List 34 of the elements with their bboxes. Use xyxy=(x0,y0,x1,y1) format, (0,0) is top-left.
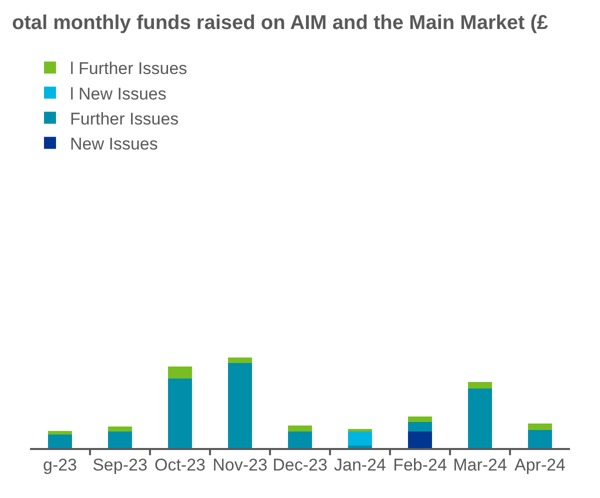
bar xyxy=(468,382,492,388)
bar xyxy=(408,432,432,448)
bar xyxy=(288,432,312,448)
chart-title: otal monthly funds raised on AIM and the Main Market (£ xyxy=(12,12,548,34)
x-tick-label: Mar-24 xyxy=(453,455,507,474)
bar xyxy=(168,366,192,378)
bar xyxy=(48,434,72,448)
x-tick-label: Oct-23 xyxy=(154,455,206,474)
bar xyxy=(108,426,132,432)
x-tick-label: Dec-23 xyxy=(272,455,328,474)
legend-label: New Issues xyxy=(70,134,158,154)
bar xyxy=(528,424,552,430)
legend-label: l New Issues xyxy=(70,84,166,104)
x-tick-label: Feb-24 xyxy=(393,455,447,474)
x-tick-label: Jan-24 xyxy=(334,455,386,474)
bar xyxy=(288,425,312,432)
x-tick-label: g-23 xyxy=(42,455,78,474)
x-tick-label: Nov-23 xyxy=(212,455,268,474)
bar xyxy=(108,432,132,448)
bar xyxy=(348,445,372,448)
bar xyxy=(348,432,372,446)
bar xyxy=(228,358,252,363)
bar xyxy=(48,430,72,434)
bar xyxy=(408,416,432,422)
x-tick-label: Apr-24 xyxy=(514,455,566,474)
bar xyxy=(228,362,252,448)
legend-label: Further Issues xyxy=(70,109,179,128)
bar xyxy=(408,422,432,432)
x-tick-label: Sep-23 xyxy=(92,455,148,474)
bar xyxy=(528,430,552,448)
bar xyxy=(468,388,492,448)
bar xyxy=(168,378,192,448)
bar xyxy=(348,429,372,432)
legend-label: l Further Issues xyxy=(70,59,188,78)
